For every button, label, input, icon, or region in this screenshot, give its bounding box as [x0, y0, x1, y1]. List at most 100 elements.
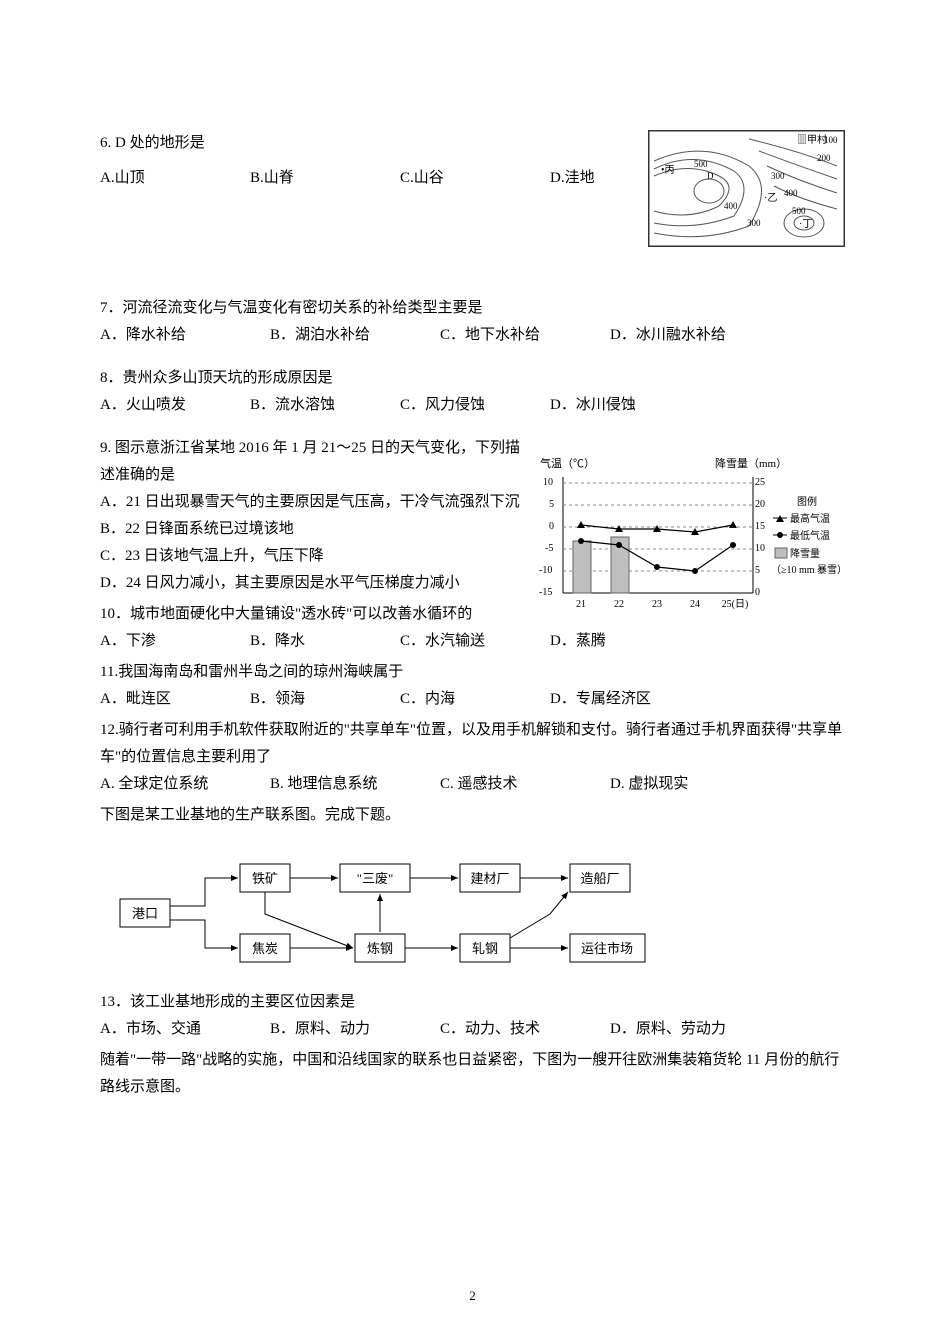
industrial-diagram: 港口 铁矿 焦炭 "三废" 炼钢 建材厂 轧钢 造船厂 运往市场 — [110, 844, 845, 974]
chart-ylabel-right: 降雪量（mm） — [715, 456, 787, 470]
q13-opt-d: D．原料、劳动力 — [610, 1016, 740, 1043]
svg-text:15: 15 — [755, 521, 765, 532]
q10-opt-c: C．水汽输送 — [400, 628, 510, 655]
q13-after: 随着"一带一路"战略的实施，中国和沿线国家的联系也日益紧密，下图为一艘开往欧洲集… — [100, 1047, 845, 1101]
svg-text:降雪量: 降雪量 — [790, 547, 820, 560]
markers-max-temp — [577, 521, 737, 535]
q10-opt-a: A．下渗 — [100, 628, 210, 655]
q8-opt-a: A．火山喷发 — [100, 392, 210, 419]
q12-opt-b: B. 地理信息系统 — [270, 771, 400, 798]
svg-text:300: 300 — [771, 171, 785, 181]
q11-opt-c: C．内海 — [400, 686, 510, 713]
q11-opt-a: A．毗连区 — [100, 686, 210, 713]
q12-options: A. 全球定位系统 B. 地理信息系统 C. 遥感技术 D. 虚拟现实 — [100, 771, 845, 798]
q11-options: A．毗连区 B．领海 C．内海 D．专属经济区 — [100, 686, 845, 713]
svg-text:24: 24 — [690, 599, 700, 610]
q10-options: A．下渗 B．降水 C．水汽输送 D．蒸腾 — [100, 628, 525, 655]
svg-text:0: 0 — [549, 521, 554, 532]
question-13: 13．该工业基地形成的主要区位因素是 A．市场、交通 B．原料、动力 C．动力、… — [100, 989, 845, 1043]
q6-opt-b: B.山脊 — [250, 165, 360, 192]
svg-text:最高气温: 最高气温 — [790, 512, 830, 525]
weather-chart-svg: 气温（℃） 降雪量（mm） 10 5 0 -5 -10 -15 25 20 15… — [535, 455, 845, 625]
svg-text:·乙: ·乙 — [764, 192, 777, 204]
q8-stem: 8．贵州众多山顶天坑的形成原因是 — [100, 365, 845, 392]
svg-text:500: 500 — [694, 159, 708, 169]
svg-text:400: 400 — [784, 188, 798, 198]
question-11: 11.我国海南岛和雷州半岛之间的琼州海峡属于 A．毗连区 B．领海 C．内海 D… — [100, 659, 845, 713]
svg-text:25(日): 25(日) — [722, 599, 749, 610]
question-7: 7．河流径流变化与气温变化有密切关系的补给类型主要是 A．降水补给 B．湖泊水补… — [100, 295, 845, 349]
q7-opt-d: D．冰川融水补给 — [610, 322, 740, 349]
chart-x-labels: 21 22 23 24 25(日) — [576, 599, 748, 610]
svg-text:22: 22 — [614, 599, 624, 610]
svg-text:10: 10 — [543, 477, 553, 488]
q7-opt-a: A．降水补给 — [100, 322, 230, 349]
svg-text:•丙: •丙 — [661, 165, 675, 176]
svg-text:-15: -15 — [539, 587, 552, 598]
contour-map-figure: 500 D 400 300 300 400 500 200 100 •丙 ·乙 … — [648, 130, 845, 257]
q8-opt-b: B．流水溶蚀 — [250, 392, 360, 419]
q8-opt-d: D．冰川侵蚀 — [550, 392, 660, 419]
industrial-diagram-svg: 港口 铁矿 焦炭 "三废" 炼钢 建材厂 轧钢 造船厂 运往市场 — [110, 844, 670, 974]
q12-stem: 12.骑行者可利用手机软件获取附近的"共享单车"位置，以及用手机解锁和支付。骑行… — [100, 717, 845, 771]
q13-opt-a: A．市场、交通 — [100, 1016, 230, 1043]
svg-text:炼钢: 炼钢 — [367, 941, 393, 956]
question-12: 12.骑行者可利用手机软件获取附近的"共享单车"位置，以及用手机解锁和支付。骑行… — [100, 717, 845, 798]
chart-legend: 图例 最高气温 最低气温 降雪量 （≥10 mm 暴雪） — [771, 495, 845, 576]
svg-text:500: 500 — [792, 206, 806, 216]
chart-ylabel-left: 气温（℃） — [540, 456, 595, 470]
svg-text:（≥10 mm 暴雪）: （≥10 mm 暴雪） — [771, 564, 845, 576]
svg-text:图例: 图例 — [797, 495, 817, 508]
svg-text:20: 20 — [755, 499, 765, 510]
contour-map-svg: 500 D 400 300 300 400 500 200 100 •丙 ·乙 … — [648, 130, 845, 247]
svg-text:25: 25 — [755, 477, 765, 488]
q6-options: A.山顶 B.山脊 C.山谷 D.洼地 — [100, 165, 638, 192]
q12-opt-d: D. 虚拟现实 — [610, 771, 740, 798]
svg-text:300: 300 — [747, 218, 761, 228]
q11-opt-d: D．专属经济区 — [550, 686, 660, 713]
svg-text:23: 23 — [652, 599, 662, 610]
svg-text:-10: -10 — [539, 565, 552, 576]
q6-opt-d: D.洼地 — [550, 165, 660, 192]
q10-opt-d: D．蒸腾 — [550, 628, 660, 655]
q11-opt-b: B．领海 — [250, 686, 360, 713]
svg-text:焦炭: 焦炭 — [252, 941, 278, 956]
q7-options: A．降水补给 B．湖泊水补给 C．地下水补给 D．冰川融水补给 — [100, 322, 845, 349]
q7-stem: 7．河流径流变化与气温变化有密切关系的补给类型主要是 — [100, 295, 845, 322]
svg-text:"三废": "三废" — [357, 871, 394, 886]
svg-text:-5: -5 — [545, 543, 553, 554]
bar-21 — [573, 541, 591, 593]
q6-opt-a: A.山顶 — [100, 165, 210, 192]
q7-opt-b: B．湖泊水补给 — [270, 322, 400, 349]
svg-text:运往市场: 运往市场 — [581, 941, 633, 956]
svg-text:▥甲村: ▥甲村 — [797, 133, 827, 146]
q8-options: A．火山喷发 B．流水溶蚀 C．风力侵蚀 D．冰川侵蚀 — [100, 392, 845, 419]
q13-opt-c: C．动力、技术 — [440, 1016, 570, 1043]
q12-opt-c: C. 遥感技术 — [440, 771, 570, 798]
q13-stem: 13．该工业基地形成的主要区位因素是 — [100, 989, 845, 1016]
svg-text:港口: 港口 — [132, 906, 158, 921]
q13-opt-b: B．原料、动力 — [270, 1016, 400, 1043]
svg-text:200: 200 — [817, 153, 831, 163]
svg-text:最低气温: 最低气温 — [790, 529, 830, 542]
svg-text:·丁: ·丁 — [799, 219, 812, 230]
q12-opt-a: A. 全球定位系统 — [100, 771, 230, 798]
weather-chart-figure: 气温（℃） 降雪量（mm） 10 5 0 -5 -10 -15 25 20 15… — [535, 455, 845, 635]
q6-opt-c: C.山谷 — [400, 165, 510, 192]
page-number: 2 — [469, 1284, 476, 1307]
svg-text:0: 0 — [755, 587, 760, 598]
svg-text:D: D — [707, 171, 714, 181]
svg-text:铁矿: 铁矿 — [252, 871, 278, 886]
svg-text:21: 21 — [576, 599, 586, 610]
svg-text:10: 10 — [755, 543, 765, 554]
svg-text:轧钢: 轧钢 — [472, 941, 498, 956]
q13-options: A．市场、交通 B．原料、动力 C．动力、技术 D．原料、劳动力 — [100, 1016, 845, 1043]
question-8: 8．贵州众多山顶天坑的形成原因是 A．火山喷发 B．流水溶蚀 C．风力侵蚀 D．… — [100, 365, 845, 419]
page: 500 D 400 300 300 400 500 200 100 •丙 ·乙 … — [0, 0, 945, 1337]
q11-stem: 11.我国海南岛和雷州半岛之间的琼州海峡属于 — [100, 659, 845, 686]
svg-text:5: 5 — [755, 565, 760, 576]
chart-right-ticks: 25 20 15 10 5 0 — [755, 477, 765, 598]
svg-text:5: 5 — [549, 499, 554, 510]
q7-opt-c: C．地下水补给 — [440, 322, 570, 349]
q8-opt-c: C．风力侵蚀 — [400, 392, 510, 419]
